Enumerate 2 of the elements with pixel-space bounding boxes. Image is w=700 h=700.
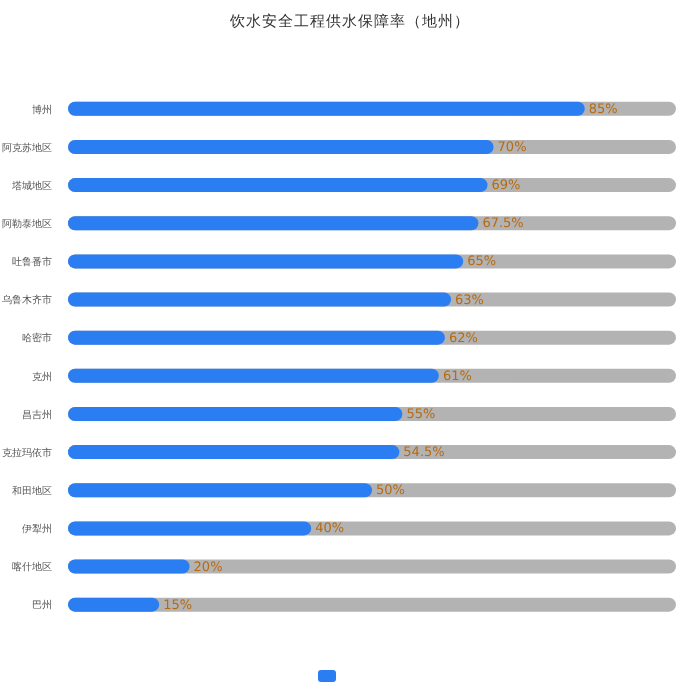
bar (68, 559, 190, 574)
bar (68, 597, 160, 612)
